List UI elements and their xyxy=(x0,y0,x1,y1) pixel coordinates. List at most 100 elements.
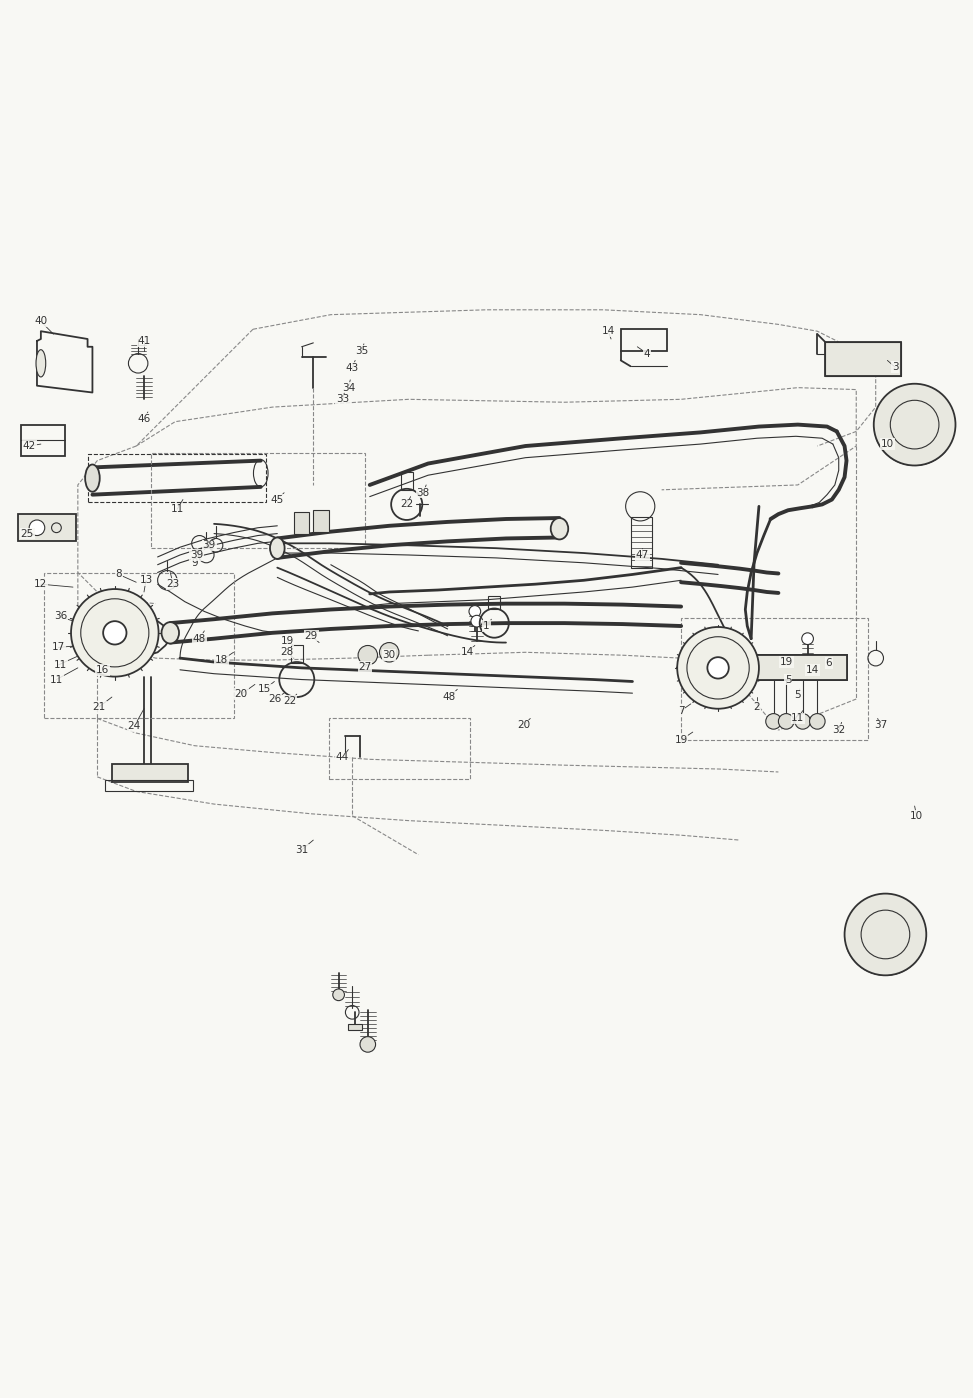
Text: 48: 48 xyxy=(193,633,206,643)
Circle shape xyxy=(358,646,378,665)
Text: 25: 25 xyxy=(20,528,34,538)
Text: 18: 18 xyxy=(215,656,229,665)
Bar xyxy=(681,618,868,740)
Text: 28: 28 xyxy=(280,647,294,657)
Text: 14: 14 xyxy=(460,647,474,657)
Text: 37: 37 xyxy=(874,720,887,730)
Text: 8: 8 xyxy=(116,569,122,579)
Text: 5: 5 xyxy=(785,675,791,685)
Circle shape xyxy=(471,615,483,626)
Circle shape xyxy=(677,626,759,709)
Bar xyxy=(329,719,470,779)
Bar xyxy=(18,514,76,541)
Text: 20: 20 xyxy=(234,689,248,699)
Bar xyxy=(291,646,303,663)
Bar xyxy=(313,510,329,531)
Text: 21: 21 xyxy=(92,702,106,712)
Ellipse shape xyxy=(86,464,100,492)
Text: 11: 11 xyxy=(50,675,63,685)
Text: 32: 32 xyxy=(832,726,846,735)
Bar xyxy=(112,765,188,781)
Text: 33: 33 xyxy=(336,394,349,404)
Text: 27: 27 xyxy=(358,661,372,672)
Text: 29: 29 xyxy=(305,630,318,640)
Text: 35: 35 xyxy=(355,345,369,355)
Text: 10: 10 xyxy=(910,811,923,821)
Text: 43: 43 xyxy=(345,363,359,373)
Text: 13: 13 xyxy=(139,576,153,586)
Bar xyxy=(631,517,652,568)
Bar xyxy=(44,573,234,719)
Text: 40: 40 xyxy=(34,316,48,327)
Circle shape xyxy=(810,713,825,730)
Bar xyxy=(739,656,847,679)
Text: 34: 34 xyxy=(342,383,355,393)
Bar xyxy=(621,330,667,351)
Text: 19: 19 xyxy=(779,657,793,667)
Text: 1: 1 xyxy=(484,621,489,630)
Text: 31: 31 xyxy=(295,844,308,854)
Circle shape xyxy=(103,621,126,644)
Ellipse shape xyxy=(270,537,284,559)
Text: 44: 44 xyxy=(336,752,349,762)
Text: 38: 38 xyxy=(416,488,430,498)
Text: 4: 4 xyxy=(644,348,650,358)
Text: 17: 17 xyxy=(52,643,65,653)
Circle shape xyxy=(469,605,481,618)
Circle shape xyxy=(845,893,926,976)
Text: 6: 6 xyxy=(826,658,832,668)
Text: 12: 12 xyxy=(34,579,48,589)
Circle shape xyxy=(71,589,159,677)
Text: 48: 48 xyxy=(443,692,456,702)
Text: 41: 41 xyxy=(137,336,151,345)
Text: 22: 22 xyxy=(400,499,414,509)
Ellipse shape xyxy=(36,350,46,377)
Text: 24: 24 xyxy=(127,721,141,731)
Bar xyxy=(825,343,901,376)
Bar xyxy=(739,656,847,679)
Text: 15: 15 xyxy=(258,684,271,695)
Bar xyxy=(151,453,365,548)
Text: 5: 5 xyxy=(795,691,801,700)
Text: 3: 3 xyxy=(892,362,898,372)
Text: 10: 10 xyxy=(881,439,894,449)
Ellipse shape xyxy=(162,622,179,643)
Text: 20: 20 xyxy=(517,720,530,730)
Text: 30: 30 xyxy=(382,650,396,660)
Text: 45: 45 xyxy=(270,495,284,505)
Text: 36: 36 xyxy=(54,611,67,621)
Text: 11: 11 xyxy=(791,713,805,723)
Circle shape xyxy=(802,633,813,644)
Text: 39: 39 xyxy=(202,540,216,551)
Circle shape xyxy=(29,520,45,535)
Circle shape xyxy=(360,1037,376,1053)
Bar xyxy=(88,454,266,502)
Bar xyxy=(401,473,413,489)
Bar xyxy=(105,780,193,791)
Text: 26: 26 xyxy=(268,693,281,705)
Circle shape xyxy=(795,713,811,730)
Text: 19: 19 xyxy=(280,636,294,646)
Text: 47: 47 xyxy=(635,549,649,561)
Text: 39: 39 xyxy=(190,549,203,561)
Text: 11: 11 xyxy=(170,505,184,514)
Bar xyxy=(825,343,901,376)
Bar xyxy=(21,425,65,456)
Text: 16: 16 xyxy=(95,665,109,675)
Text: 42: 42 xyxy=(22,440,36,452)
Text: 9: 9 xyxy=(192,558,198,568)
Text: 19: 19 xyxy=(674,735,688,745)
Bar xyxy=(348,1023,362,1030)
Text: 14: 14 xyxy=(601,326,615,336)
Text: 23: 23 xyxy=(166,579,180,589)
Text: 2: 2 xyxy=(754,702,760,712)
Ellipse shape xyxy=(551,519,568,540)
Circle shape xyxy=(379,643,399,663)
Bar xyxy=(488,596,500,610)
Bar xyxy=(294,512,309,534)
Circle shape xyxy=(778,713,794,730)
Circle shape xyxy=(766,713,781,730)
Text: 22: 22 xyxy=(283,696,297,706)
Text: 14: 14 xyxy=(806,665,819,675)
Text: 7: 7 xyxy=(678,706,684,716)
